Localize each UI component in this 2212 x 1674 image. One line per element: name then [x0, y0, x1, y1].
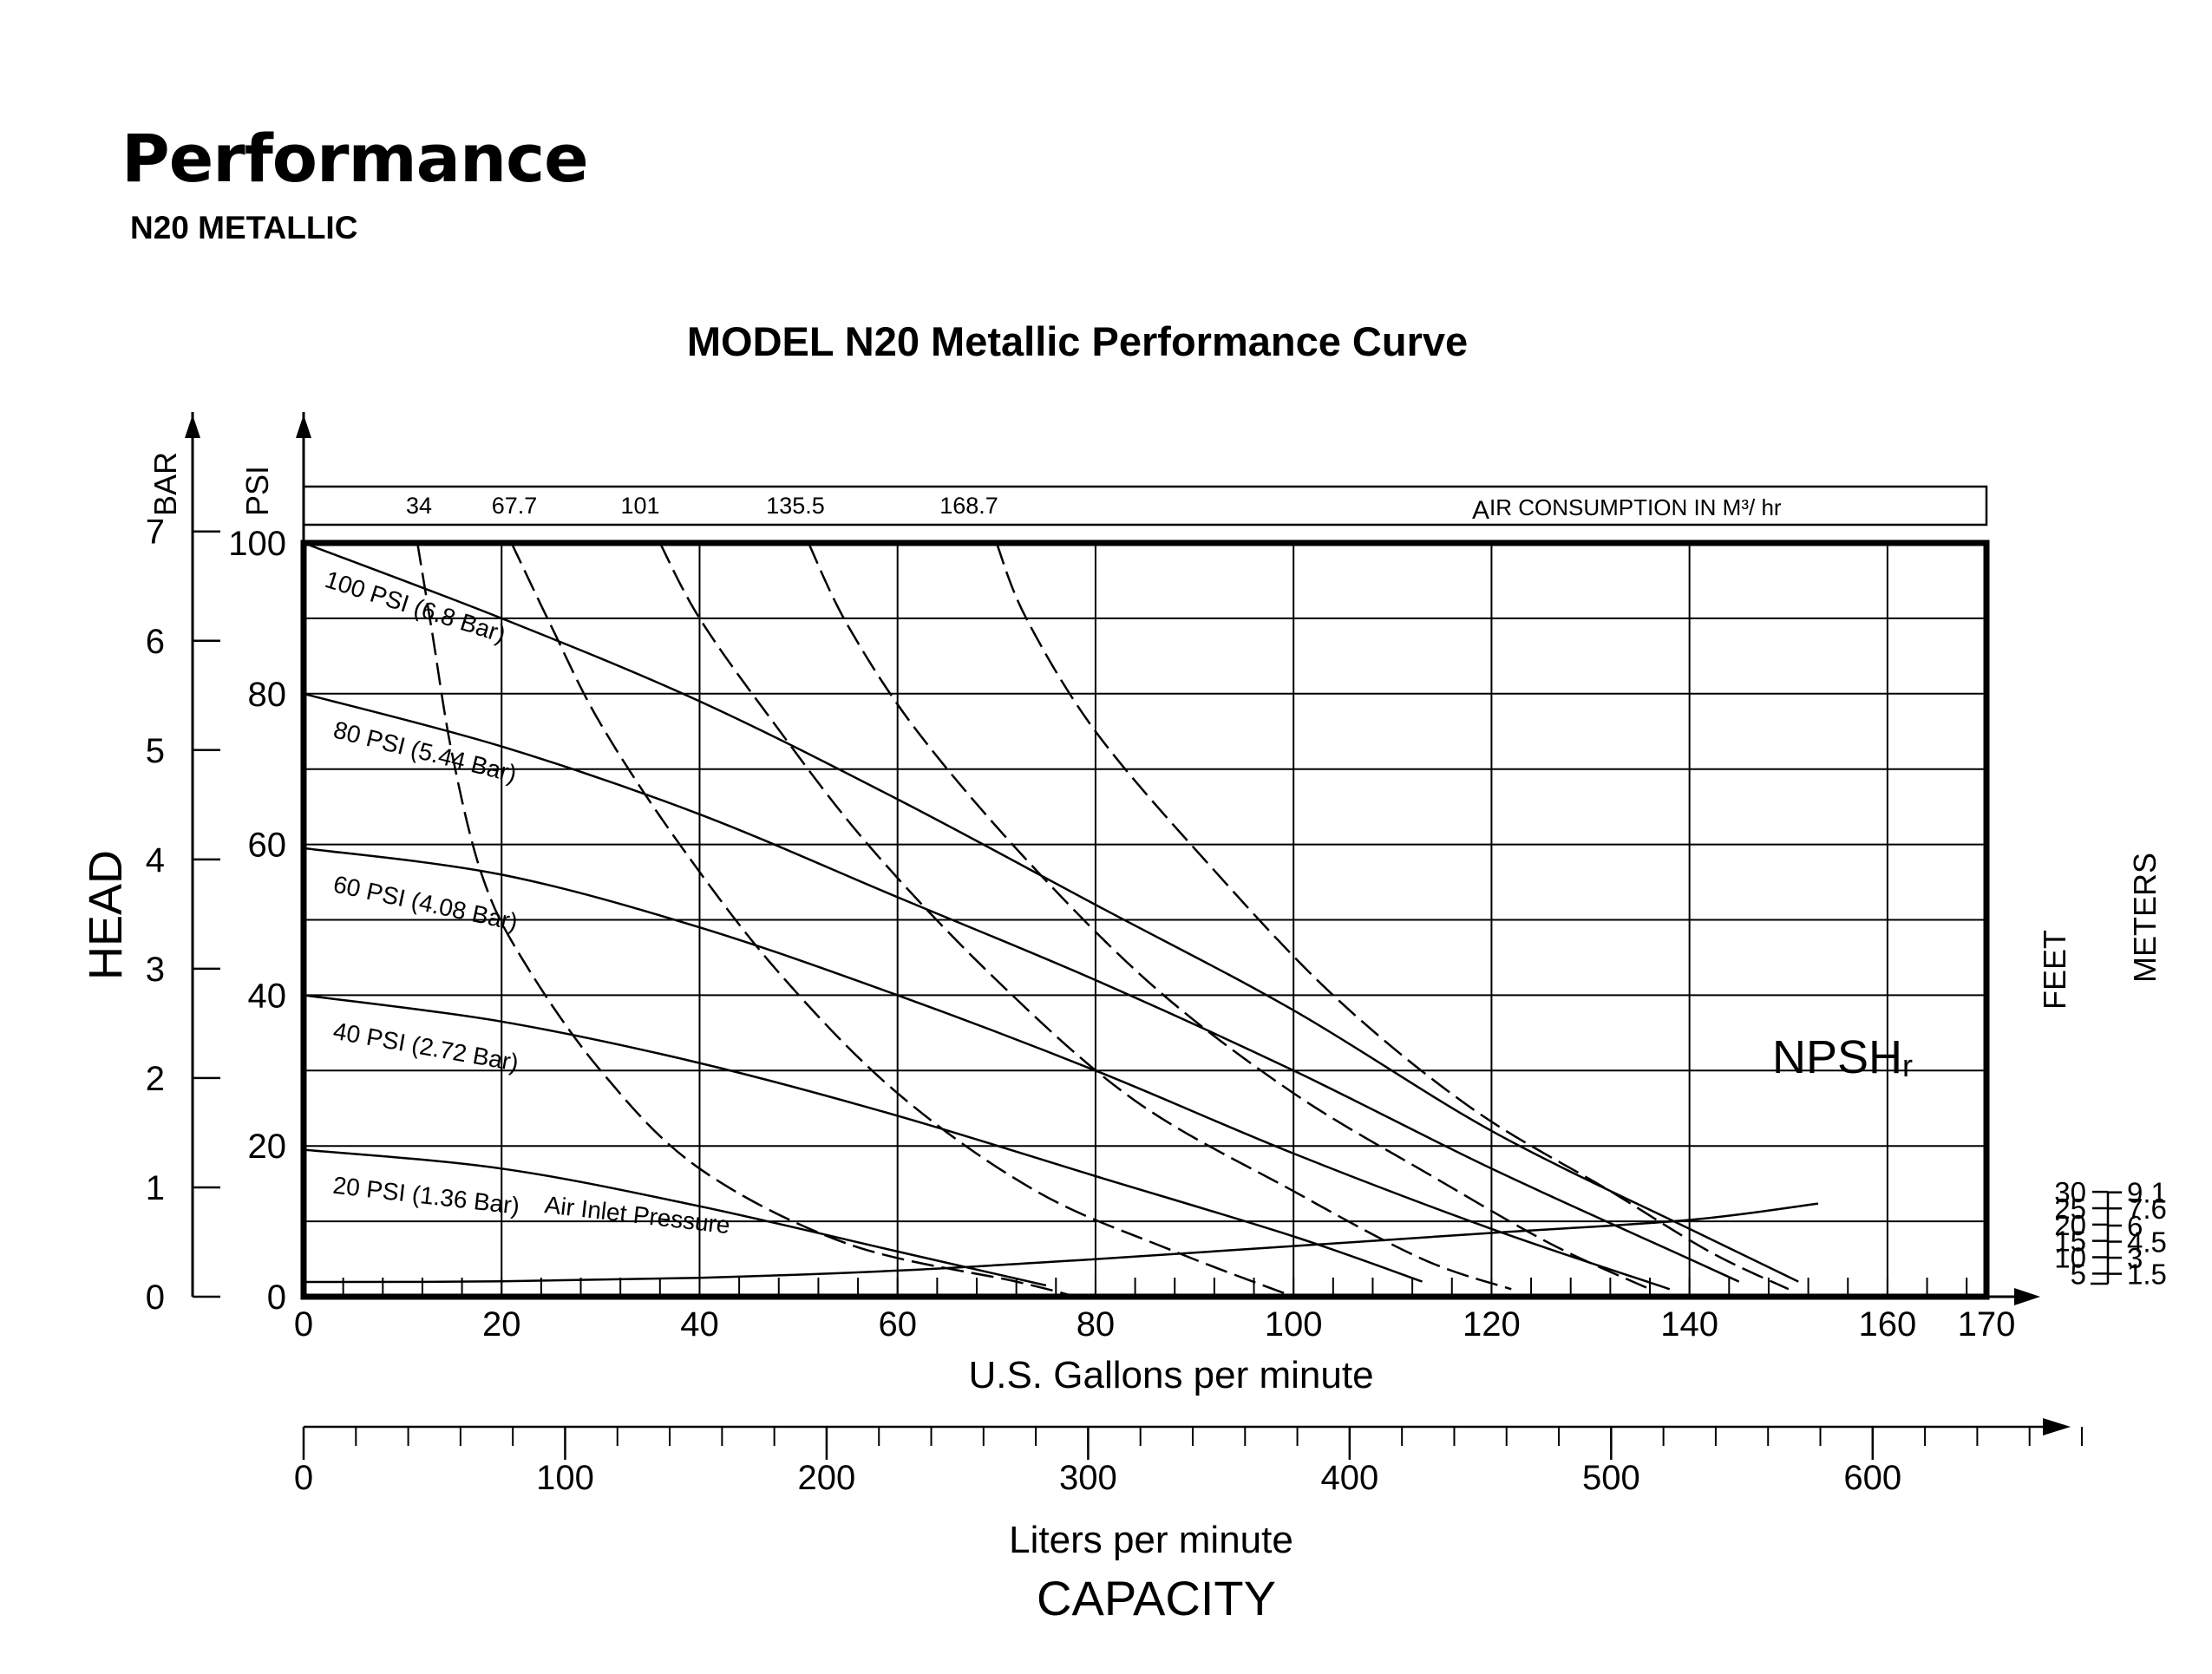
x-tick-label: 100: [1265, 1305, 1323, 1344]
bar-tick-label: 7: [146, 513, 165, 552]
npsh-feet-tick-label: 25: [2054, 1193, 2086, 1225]
x-tick-label: 140: [1660, 1305, 1718, 1344]
x-tick-label: 40: [680, 1305, 719, 1344]
psi-tick-label: 40: [248, 977, 287, 1015]
bar-tick-label: 1: [146, 1169, 165, 1207]
npsh-meters-label: METERS: [2127, 853, 2163, 983]
bar-tick-label: 5: [146, 732, 165, 770]
chart-title: MODEL N20 Metallic Performance Curve: [687, 318, 1468, 364]
lpm-tick-label: 200: [798, 1459, 856, 1497]
x-tick-label: 170: [1958, 1305, 2016, 1344]
pressure-series-label: 60 PSI (4.08 Bar): [331, 870, 520, 935]
x-tick-label: 0: [294, 1305, 313, 1344]
npsh-feet-tick-label: 5: [2071, 1258, 2086, 1290]
page-subtitle: N20 METALLIC: [130, 210, 358, 245]
npsh-meters-tick-label: 4.5: [2127, 1226, 2167, 1259]
lpm-tick-label: 0: [294, 1459, 313, 1497]
x-tick-label: 60: [878, 1305, 917, 1344]
lpm-tick-label: 400: [1320, 1459, 1378, 1497]
y-axis-psi-label: PSI: [239, 466, 275, 516]
psi-tick-label: 100: [228, 525, 286, 563]
pressure-series-line: [303, 541, 1799, 1283]
air-consumption-value: 34: [406, 493, 432, 519]
pressure-series-line: [303, 847, 1671, 1291]
air-consumption-label-rest: IR CONSUMPTION IN M³/ hr: [1489, 494, 1782, 520]
x-axis-secondary-label: Liters per minute: [1009, 1519, 1293, 1561]
npsh-meters-tick-label: 1.5: [2127, 1259, 2167, 1291]
npsh-feet-tick-label: 15: [2054, 1226, 2086, 1258]
capacity-label: CAPACITY: [1037, 1571, 1276, 1625]
x-tick-label: 120: [1463, 1305, 1521, 1344]
air-consumption-curve: [995, 542, 1790, 1291]
air-consumption-curve: [510, 542, 1294, 1298]
bar-axis-arrow: [185, 415, 200, 438]
air-consumption-value: 67.7: [492, 493, 538, 519]
pressure-series-line: [303, 994, 1423, 1283]
psi-axis-arrow: [296, 415, 311, 438]
npsh-label-main: NPSH: [1772, 1031, 1902, 1083]
pressure-series-label: 40 PSI (2.72 Bar): [331, 1017, 520, 1076]
bar-tick-label: 4: [146, 841, 165, 880]
x-tick-label: 20: [482, 1305, 521, 1344]
npsh-feet-label: FEET: [2037, 930, 2072, 1010]
npsh-curve: [303, 1202, 1819, 1284]
lpm-tick-label: 100: [536, 1459, 594, 1497]
psi-tick-label: 60: [248, 827, 287, 865]
lpm-axis-arrow: [2043, 1418, 2071, 1435]
air-consumption-curve: [807, 542, 1651, 1291]
air-consumption-value: 101: [620, 493, 659, 519]
psi-tick-label: 80: [248, 676, 287, 714]
pressure-series-label: 80 PSI (5.44 Bar): [330, 716, 519, 788]
pressure-series-label: 20 PSI (1.36 Bar): [331, 1172, 520, 1220]
bar-tick-label: 3: [146, 951, 165, 989]
npsh-meters-tick-label: 6: [2127, 1210, 2143, 1242]
lpm-tick-label: 500: [1582, 1459, 1640, 1497]
npsh-meters-tick-label: 7.6: [2127, 1193, 2167, 1225]
psi-tick-label: 0: [267, 1278, 286, 1317]
air-consumption-curve: [658, 542, 1512, 1291]
air-consumption-value: 168.7: [939, 493, 998, 519]
x-tick-label: 80: [1077, 1305, 1116, 1344]
lpm-tick-label: 600: [1843, 1459, 1901, 1497]
lpm-tick-label: 300: [1059, 1459, 1117, 1497]
y-axis-label: HEAD: [80, 850, 132, 980]
npsh-meters-tick-label: 9.1: [2127, 1177, 2167, 1209]
grid: [300, 539, 1990, 1300]
y-axis-bar-label: BAR: [147, 452, 183, 516]
bar-tick-label: 6: [146, 623, 165, 661]
x-axis-label: U.S. Gallons per minute: [968, 1354, 1373, 1396]
bar-tick-label: 2: [146, 1060, 165, 1098]
npsh-meters-tick-label: 3: [2127, 1242, 2143, 1274]
pressure-series-line: [303, 1148, 1047, 1287]
npsh-feet-tick-label: 20: [2054, 1209, 2086, 1241]
inlet-pressure-label: Air Inlet Pressure: [543, 1191, 731, 1239]
pressure-series-line: [303, 692, 1740, 1283]
npsh-feet-tick-label: 10: [2054, 1241, 2086, 1273]
npsh-feet-tick-label: 30: [2054, 1176, 2086, 1208]
axes: [185, 412, 2122, 1460]
npsh-label-sub: r: [1902, 1048, 1913, 1083]
x-tick-label: 160: [1859, 1305, 1917, 1344]
x-axis-arrow: [2014, 1288, 2040, 1305]
npsh-label: NPSHr: [1772, 1031, 1913, 1083]
air-consumption-label: AIR CONSUMPTION IN M³/ hr: [1472, 494, 1782, 525]
psi-tick-label: 20: [248, 1128, 287, 1166]
bar-tick-label: 0: [146, 1278, 165, 1317]
curves: [303, 541, 1819, 1298]
air-consumption-label-initial: A: [1472, 496, 1489, 525]
page-title: Performance: [121, 120, 589, 197]
air-consumption-value: 135.5: [766, 493, 825, 519]
pressure-series-label: 100 PSI (6.8 Bar): [322, 566, 509, 648]
